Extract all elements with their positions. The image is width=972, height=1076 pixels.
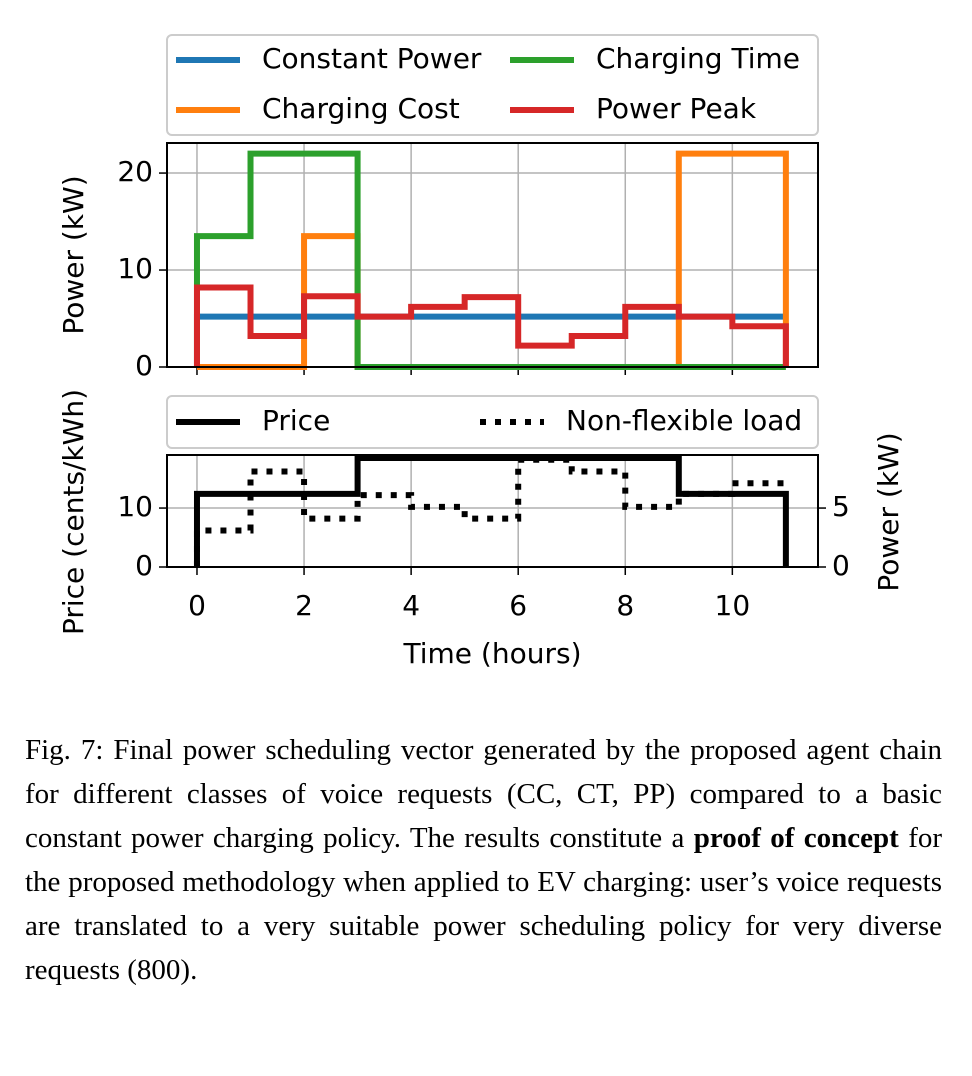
y-axis-label: Power (kW) — [57, 175, 90, 334]
legend-label: Non-flexible load — [566, 404, 802, 437]
y-tick-label: 20 — [117, 155, 153, 188]
x-axis-label: Time (hours) — [403, 637, 582, 670]
legend-box — [166, 395, 819, 449]
y-tick-label: 10 — [117, 490, 153, 523]
y2-axis-label: Power (kW) — [872, 432, 905, 591]
y-tick-label: 0 — [135, 549, 153, 582]
series-line — [193, 313, 786, 367]
legend-box — [166, 34, 819, 136]
legend-label: Charging Time — [596, 42, 800, 75]
legend-label: Power Peak — [596, 92, 757, 125]
y-axis-label: Price (cents/kWh) — [57, 389, 90, 635]
x-tick-label: 10 — [715, 589, 751, 622]
caption: Fig. 7: Final power scheduling vector ge… — [25, 728, 942, 992]
legend-label: Price — [262, 404, 330, 437]
caption-bold: proof of concept — [693, 822, 899, 854]
series-line — [193, 454, 789, 567]
y2-tick-label: 0 — [832, 549, 850, 582]
x-tick-label: 2 — [295, 589, 313, 622]
x-tick-label: 8 — [616, 589, 634, 622]
y-tick-label: 10 — [117, 252, 153, 285]
x-tick-label: 6 — [509, 589, 527, 622]
caption-label: Fig. 7: — [25, 734, 104, 766]
caption-text: Final power scheduling vector generated … — [25, 734, 943, 854]
plot-frame — [166, 142, 819, 368]
series-line — [193, 456, 786, 567]
plot-frame — [166, 454, 819, 568]
x-tick-label: 4 — [402, 589, 420, 622]
x-tick-label: 0 — [188, 589, 206, 622]
y-tick-label: 0 — [135, 349, 153, 382]
legend-label: Constant Power — [262, 42, 482, 75]
caption-text: for the proposed methodology when applie… — [25, 822, 943, 986]
legend-label: Charging Cost — [262, 92, 460, 125]
series-line — [193, 284, 789, 367]
y2-tick-label: 5 — [832, 490, 850, 523]
